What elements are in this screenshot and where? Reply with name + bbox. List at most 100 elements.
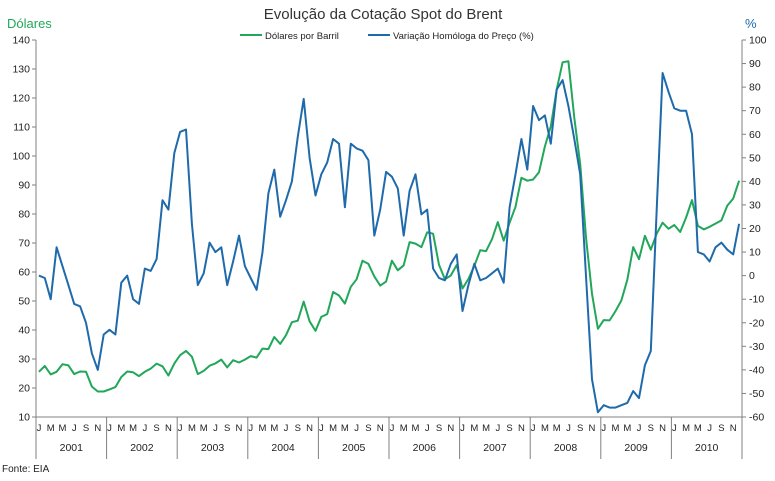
variation-data-point bbox=[203, 272, 205, 274]
price-data-point bbox=[91, 386, 93, 388]
price-data-point bbox=[215, 362, 217, 364]
month-label: J bbox=[213, 423, 218, 434]
year-label: 2003 bbox=[201, 442, 225, 454]
variation-data-point bbox=[250, 277, 252, 279]
variation-data-point bbox=[579, 173, 581, 175]
price-data-point bbox=[420, 246, 422, 248]
year-label: 2009 bbox=[624, 442, 648, 454]
price-data-point bbox=[709, 226, 711, 228]
legend-label-price: Dólares por Barril bbox=[265, 31, 339, 42]
price-data-point bbox=[338, 295, 340, 297]
right-tick-label: -20 bbox=[749, 317, 764, 329]
right-tick-label: -30 bbox=[749, 341, 764, 353]
price-data-point bbox=[485, 250, 487, 252]
variation-data-point bbox=[85, 322, 87, 324]
right-tick-label: 0 bbox=[749, 270, 755, 282]
series-line-variation bbox=[38, 72, 741, 414]
variation-data-point bbox=[438, 277, 440, 279]
price-data-point bbox=[409, 241, 411, 243]
variation-data-point bbox=[379, 209, 381, 211]
variation-data-point bbox=[420, 213, 422, 215]
variation-data-point bbox=[156, 258, 158, 260]
month-label: J bbox=[425, 423, 430, 434]
variation-data-point bbox=[50, 298, 52, 300]
variation-data-point bbox=[315, 195, 317, 197]
variation-data-point bbox=[197, 284, 199, 286]
price-data-point bbox=[609, 320, 611, 322]
variation-data-point bbox=[397, 188, 399, 190]
price-data-point bbox=[673, 224, 675, 226]
price-data-point bbox=[179, 354, 181, 356]
month-label: N bbox=[589, 423, 596, 434]
variation-data-point bbox=[132, 298, 134, 300]
month-label: N bbox=[730, 423, 737, 434]
variation-data-point bbox=[185, 129, 187, 131]
price-data-point bbox=[432, 233, 434, 235]
variation-data-point bbox=[244, 265, 246, 267]
price-data-point bbox=[726, 205, 728, 207]
variation-data-point bbox=[326, 162, 328, 164]
variation-data-point bbox=[620, 404, 622, 406]
month-label: N bbox=[306, 423, 313, 434]
month-label: M bbox=[329, 423, 337, 434]
price-data-point bbox=[162, 365, 164, 367]
left-axis-label: Dólares bbox=[7, 16, 52, 31]
variation-data-point bbox=[444, 279, 446, 281]
right-tick-label: 50 bbox=[749, 152, 761, 164]
variation-data-point bbox=[291, 180, 293, 182]
right-tick-label: 70 bbox=[749, 105, 761, 117]
variation-data-point bbox=[115, 334, 117, 336]
month-label: M bbox=[612, 423, 620, 434]
left-tick-label: 100 bbox=[12, 151, 30, 163]
variation-data-point bbox=[485, 277, 487, 279]
variation-data-point bbox=[373, 235, 375, 237]
variation-data-point bbox=[644, 364, 646, 366]
variation-data-point bbox=[144, 268, 146, 270]
month-label: N bbox=[659, 423, 666, 434]
month-label: J bbox=[672, 423, 677, 434]
variation-data-point bbox=[126, 275, 128, 277]
month-label: S bbox=[153, 423, 159, 434]
variation-data-point bbox=[338, 143, 340, 145]
variation-data-point bbox=[97, 369, 99, 371]
month-label: N bbox=[94, 423, 101, 434]
variation-data-point bbox=[138, 303, 140, 305]
variation-data-point bbox=[238, 235, 240, 237]
variation-data-point bbox=[320, 173, 322, 175]
variation-data-point bbox=[79, 305, 81, 307]
price-data-point bbox=[632, 246, 634, 248]
month-label: M bbox=[470, 423, 478, 434]
price-data-point bbox=[385, 281, 387, 283]
variation-data-point bbox=[462, 310, 464, 312]
price-data-point bbox=[662, 222, 664, 224]
variation-data-point bbox=[509, 206, 511, 208]
month-label: M bbox=[270, 423, 278, 434]
variation-data-point bbox=[226, 284, 228, 286]
variation-data-point bbox=[603, 404, 605, 406]
variation-data-point bbox=[668, 91, 670, 93]
price-data-point bbox=[532, 179, 534, 181]
variation-data-point bbox=[556, 89, 558, 91]
price-data-point bbox=[362, 260, 364, 262]
variation-data-point bbox=[538, 119, 540, 121]
legend: Dólares por Barril Variação Homóloga do … bbox=[240, 31, 534, 42]
right-tick-label: 60 bbox=[749, 129, 761, 141]
variation-data-point bbox=[368, 159, 370, 161]
month-label: J bbox=[531, 423, 536, 434]
price-data-point bbox=[62, 363, 64, 365]
price-data-point bbox=[320, 316, 322, 318]
month-label: J bbox=[566, 423, 571, 434]
variation-data-point bbox=[615, 407, 617, 409]
left-tick-label: 60 bbox=[18, 267, 30, 279]
price-data-point bbox=[626, 279, 628, 281]
variation-data-point bbox=[332, 138, 334, 140]
month-label: M bbox=[623, 423, 631, 434]
month-label: S bbox=[577, 423, 583, 434]
variation-data-point bbox=[479, 279, 481, 281]
right-tick-label: -10 bbox=[749, 294, 764, 306]
price-data-point bbox=[479, 249, 481, 251]
variation-data-point bbox=[209, 242, 211, 244]
price-data-point bbox=[356, 278, 358, 280]
price-data-point bbox=[150, 368, 152, 370]
price-data-point bbox=[38, 371, 40, 373]
